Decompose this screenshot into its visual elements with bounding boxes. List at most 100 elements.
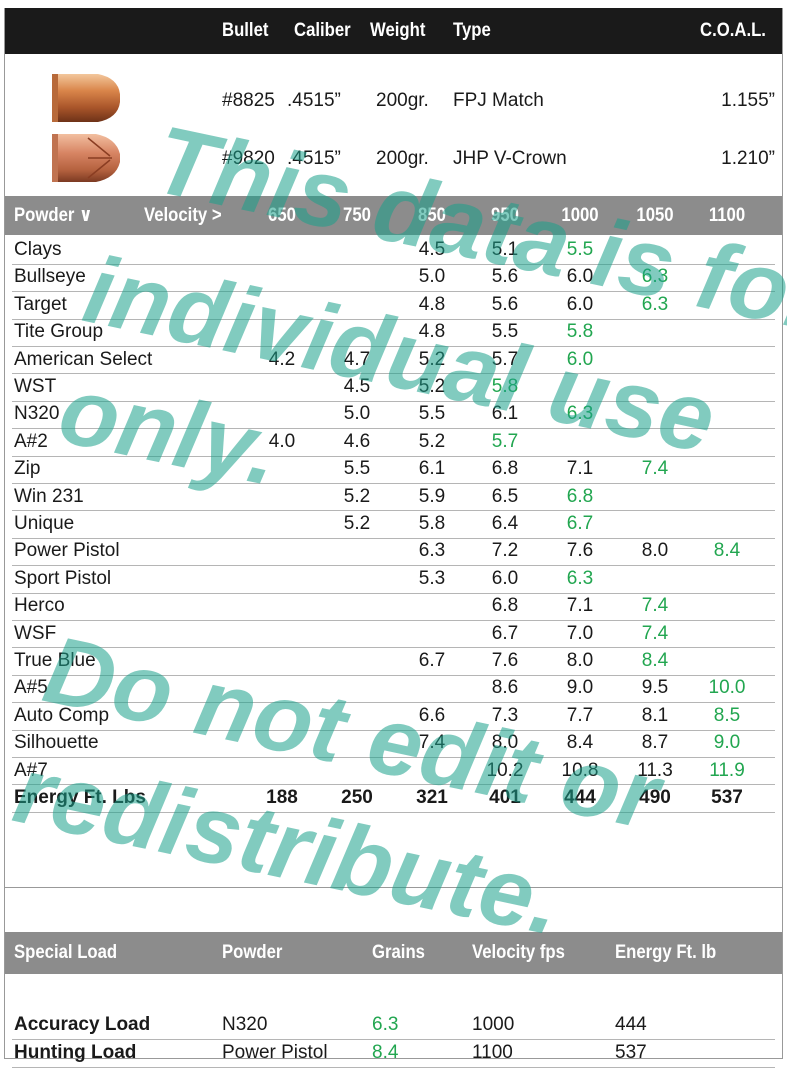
special-header: Velocity fps — [472, 941, 565, 965]
load-value: 4.5 — [392, 238, 472, 262]
load-value: 6.0 — [540, 293, 620, 317]
load-value: 10.0 — [687, 676, 767, 700]
load-value: 6.3 — [615, 293, 695, 317]
load-header: 650 — [247, 204, 317, 228]
bullet-header: Weight — [370, 19, 425, 43]
load-value: 4.0 — [242, 430, 322, 454]
load-header: 1000 — [545, 204, 615, 228]
load-header: 1100 — [692, 204, 762, 228]
special-header: Powder — [222, 941, 282, 965]
load-value: 5.9 — [392, 485, 472, 509]
load-value: 4.2 — [242, 348, 322, 372]
load-value: 7.4 — [615, 622, 695, 646]
powder-name: Silhouette — [14, 731, 99, 755]
special-cell: Power Pistol — [222, 1041, 328, 1065]
powder-name: A#5 — [14, 676, 48, 700]
load-value: 6.1 — [465, 402, 545, 426]
special-header: Special Load — [14, 941, 117, 965]
right-border — [782, 8, 783, 1058]
load-value: 7.7 — [540, 704, 620, 728]
load-value: 6.3 — [540, 567, 620, 591]
powder-name: Sport Pistol — [14, 567, 111, 591]
powder-name: N320 — [14, 402, 59, 426]
divider — [4, 887, 783, 888]
powder-name: Auto Comp — [14, 704, 109, 728]
row-line — [12, 812, 775, 813]
load-value: 6.4 — [465, 512, 545, 536]
special-cell: 444 — [615, 1013, 647, 1037]
powder-name: True Blue — [14, 649, 96, 673]
special-cell: Accuracy Load — [14, 1013, 150, 1037]
load-value: 6.7 — [540, 512, 620, 536]
bullet-header: Caliber — [294, 19, 351, 43]
powder-name: WSF — [14, 622, 56, 646]
load-value: 5.8 — [540, 320, 620, 344]
energy-value: 490 — [615, 786, 695, 810]
bullet-cell: 200gr. — [376, 89, 429, 113]
bullet-header: Type — [453, 19, 491, 43]
bullet-cell: JHP V-Crown — [453, 147, 567, 171]
load-value: 6.1 — [392, 457, 472, 481]
powder-name: WST — [14, 375, 56, 399]
load-value: 6.0 — [465, 567, 545, 591]
special-cell: N320 — [222, 1013, 267, 1037]
energy-value: 401 — [465, 786, 545, 810]
load-value: 4.8 — [392, 293, 472, 317]
powder-name: Target — [14, 293, 67, 317]
bullet-cell: #8825 — [222, 89, 275, 113]
load-value: 7.4 — [392, 731, 472, 755]
load-value: 5.0 — [392, 265, 472, 289]
load-value: 5.1 — [465, 238, 545, 262]
load-value: 5.6 — [465, 265, 545, 289]
load-value: 7.0 — [540, 622, 620, 646]
powder-name: Tite Group — [14, 320, 103, 344]
load-value: 4.6 — [317, 430, 397, 454]
load-value: 7.4 — [615, 594, 695, 618]
load-value: 5.5 — [465, 320, 545, 344]
bullet-image — [48, 68, 122, 128]
load-value: 5.0 — [317, 402, 397, 426]
bullet-cell: FPJ Match — [453, 89, 544, 113]
load-value: 6.3 — [540, 402, 620, 426]
load-value: 6.7 — [392, 649, 472, 673]
load-value: 6.3 — [392, 539, 472, 563]
bullet-cell: 1.210” — [721, 147, 775, 171]
load-value: 8.0 — [540, 649, 620, 673]
page: {"bullet_table": { "header": ["Bullet", … — [0, 0, 787, 1087]
load-value: 11.3 — [615, 759, 695, 783]
load-value: 7.3 — [465, 704, 545, 728]
load-value: 4.8 — [392, 320, 472, 344]
load-value: 11.9 — [687, 759, 767, 783]
load-header: Powder ∨ — [14, 204, 93, 228]
load-value: 8.4 — [687, 539, 767, 563]
special-cell: 6.3 — [372, 1013, 398, 1037]
load-value: 6.3 — [615, 265, 695, 289]
load-value: 5.7 — [465, 430, 545, 454]
load-header: 850 — [397, 204, 467, 228]
powder-name: A#2 — [14, 430, 48, 454]
load-value: 5.5 — [392, 402, 472, 426]
bullet-cell: 200gr. — [376, 147, 429, 171]
load-value: 4.7 — [317, 348, 397, 372]
load-value: 10.2 — [465, 759, 545, 783]
load-value: 6.0 — [540, 348, 620, 372]
row-line — [12, 1039, 775, 1040]
load-value: 10.8 — [540, 759, 620, 783]
powder-name: Win 231 — [14, 485, 84, 509]
energy-label: Energy Ft. Lbs — [14, 786, 146, 810]
powder-name: Zip — [14, 457, 40, 481]
load-value: 8.0 — [615, 539, 695, 563]
powder-name: American Select — [14, 348, 152, 372]
load-header: 950 — [470, 204, 540, 228]
load-value: 6.8 — [540, 485, 620, 509]
load-value: 9.0 — [540, 676, 620, 700]
load-value: 5.8 — [465, 375, 545, 399]
energy-value: 188 — [242, 786, 322, 810]
powder-name: A#7 — [14, 759, 48, 783]
load-value: 5.5 — [540, 238, 620, 262]
load-value: 8.4 — [615, 649, 695, 673]
load-value: 8.6 — [465, 676, 545, 700]
energy-value: 537 — [687, 786, 767, 810]
energy-value: 321 — [392, 786, 472, 810]
powder-name: Clays — [14, 238, 62, 262]
